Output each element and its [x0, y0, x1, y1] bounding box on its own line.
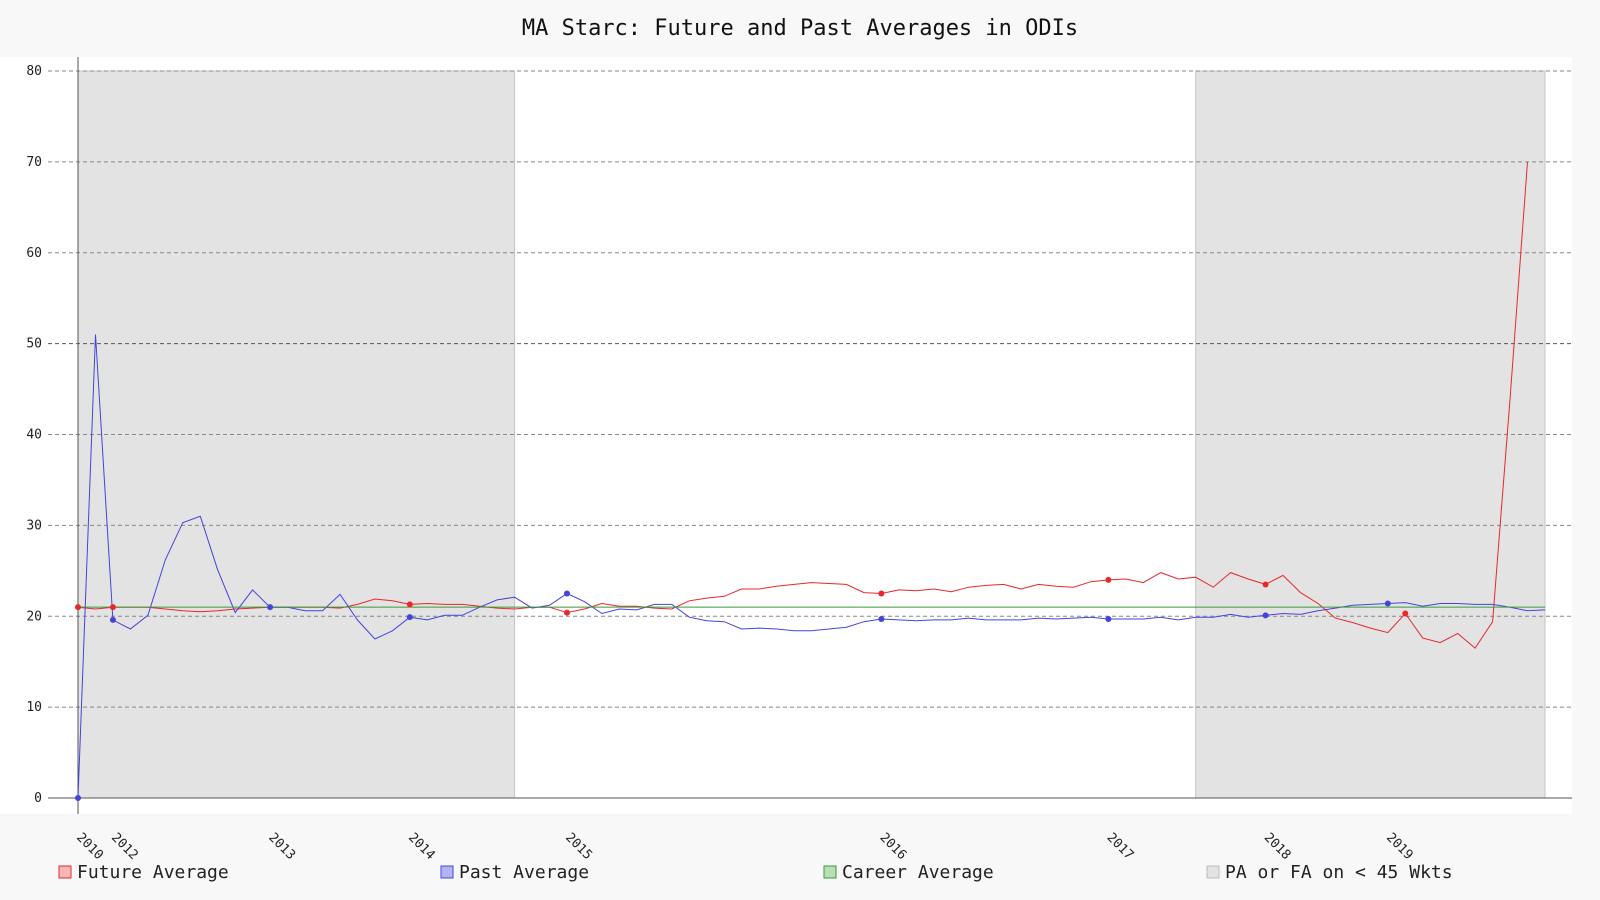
axes — [48, 57, 1572, 814]
x-tick-label-2010: 2010 — [73, 830, 106, 863]
y-tick-label-10: 10 — [26, 700, 42, 715]
future-average-point — [878, 590, 885, 597]
future-average-point — [564, 609, 570, 616]
past-average-point — [878, 615, 885, 622]
grid: 0 10 20 30 40 50 60 70 80 — [26, 64, 1572, 806]
future-average-point — [75, 604, 81, 611]
x-tick-label-2015: 2015 — [562, 830, 595, 863]
x-tick-labels: 2010 2012 2013 2014 2015 2016 2017 2018 2019 — [73, 830, 1416, 863]
y-tick-label-20: 20 — [26, 609, 42, 624]
series-dots — [75, 576, 1409, 801]
y-tick-label-50: 50 — [26, 337, 42, 352]
chart-title: MA Starc: Future and Past Averages in OD… — [522, 16, 1078, 41]
past-average-line — [77, 334, 1546, 799]
legend-label-career-average: Career Average — [842, 862, 994, 883]
legend-label-pa-or-fa-on-45-wkts: PA or FA on < 45 Wkts — [1225, 862, 1453, 883]
future-average-point — [1105, 576, 1112, 583]
x-tick-label-2018: 2018 — [1261, 830, 1294, 863]
legend-swatch-future-average — [58, 865, 72, 879]
series-lines — [77, 161, 1546, 799]
past-average-point — [1262, 612, 1269, 619]
x-tick-label-2012: 2012 — [108, 830, 141, 863]
x-tick-label-2013: 2013 — [265, 830, 298, 863]
future-average-point — [1402, 610, 1409, 617]
y-tick-label-30: 30 — [26, 518, 42, 533]
legend-swatch-career-average — [823, 865, 837, 879]
y-tick-label-80: 80 — [26, 64, 42, 79]
y-tick-label-0: 0 — [34, 791, 42, 806]
past-average-point — [109, 616, 116, 623]
x-tick-label-2017: 2017 — [1104, 830, 1137, 863]
future-average-point — [1262, 581, 1269, 588]
legend-swatch-pa-or-fa-on-45-wkts — [1206, 865, 1220, 879]
y-tick-label-70: 70 — [26, 155, 42, 170]
past-average-point — [1384, 600, 1391, 607]
past-average-point — [406, 614, 413, 621]
x-tick-label-2016: 2016 — [877, 830, 910, 863]
future-average-point — [406, 601, 413, 608]
past-average-point — [75, 795, 81, 801]
y-tick-label-40: 40 — [26, 428, 42, 443]
x-tick-label-2019: 2019 — [1383, 830, 1416, 863]
x-tick-label-2014: 2014 — [405, 830, 438, 863]
past-average-point — [564, 590, 570, 597]
legend-label-future-average: Future Average — [77, 862, 229, 883]
legend-label-past-average: Past Average — [459, 862, 589, 883]
future-average-point — [109, 604, 116, 611]
past-average-point — [1105, 615, 1112, 622]
legend-swatch-past-average — [440, 865, 454, 879]
past-average-point — [267, 604, 274, 611]
legend: Future Average Past Average Career Average… — [58, 862, 1453, 883]
y-tick-label-60: 60 — [26, 246, 42, 261]
